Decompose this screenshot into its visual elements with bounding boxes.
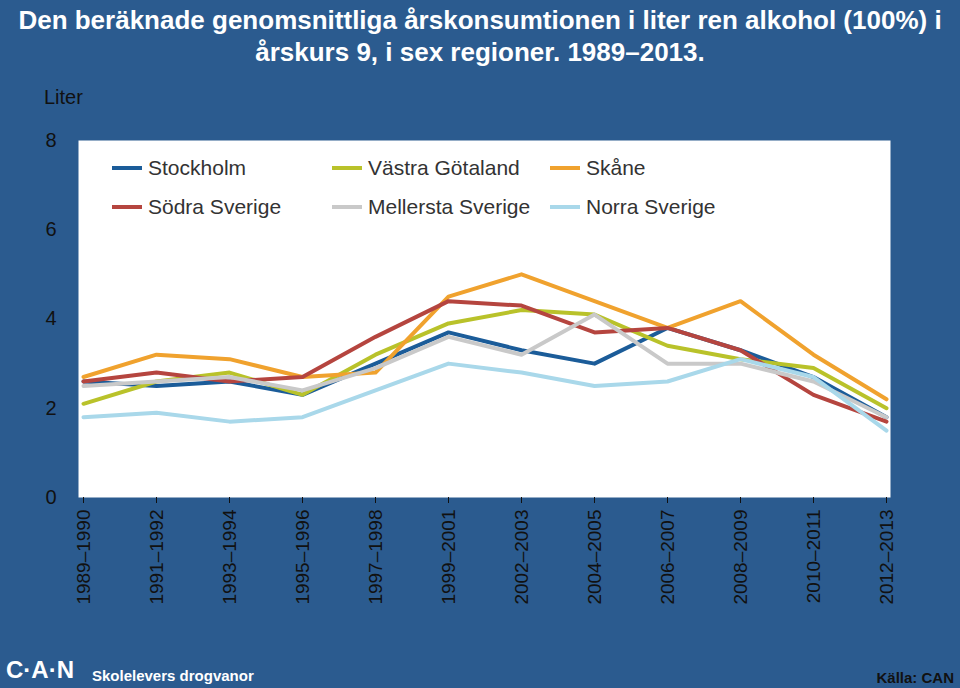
html-text:Skolelevers drogvanor: Skolelevers drogvanor [92, 667, 254, 684]
html-text:Västra Götaland: Västra Götaland [368, 155, 520, 179]
html-text:Mellersta Sverige: Mellersta Sverige [368, 194, 531, 218]
html-text:Södra Sverige: Södra Sverige [148, 194, 282, 218]
svg-text:6: 6 [45, 218, 56, 240]
svg-text:8: 8 [45, 129, 56, 151]
svg-text:1997–1998: 1997–1998 [365, 510, 386, 605]
html-text:Stockholm: Stockholm [148, 155, 246, 179]
svg-text:2006–2007: 2006–2007 [657, 510, 678, 605]
svg-text:2: 2 [45, 397, 56, 419]
html-text:C·A·N: C·A·N [6, 656, 74, 683]
svg-text:2010–2011: 2010–2011 [803, 510, 824, 604]
svg-text:2008–2009: 2008–2009 [730, 510, 751, 605]
svg-text:4: 4 [45, 307, 56, 329]
html-text:Den beräknade genomsnittliga å: Den beräknade genomsnittliga årskonsumti… [18, 5, 942, 67]
svg-text:1993–1994: 1993–1994 [219, 509, 240, 605]
svg-text:2012–2013: 2012–2013 [876, 510, 897, 605]
svg-text:2004–2005: 2004–2005 [584, 510, 605, 605]
svg-text:1995–1996: 1995–1996 [292, 510, 313, 605]
html-text:Liter: Liter [44, 86, 83, 108]
svg-text:2002–2003: 2002–2003 [511, 510, 532, 605]
html-text:Norra Sverige: Norra Sverige [586, 194, 716, 218]
html-text:Källa: CAN: Källa: CAN [876, 669, 954, 686]
svg-text:0: 0 [45, 486, 56, 508]
html-text:Skåne: Skåne [586, 155, 646, 179]
svg-text:1989–1990: 1989–1990 [73, 510, 94, 605]
svg-text:1999–2001: 1999–2001 [438, 510, 459, 605]
svg-text:1991–1992: 1991–1992 [146, 510, 167, 605]
